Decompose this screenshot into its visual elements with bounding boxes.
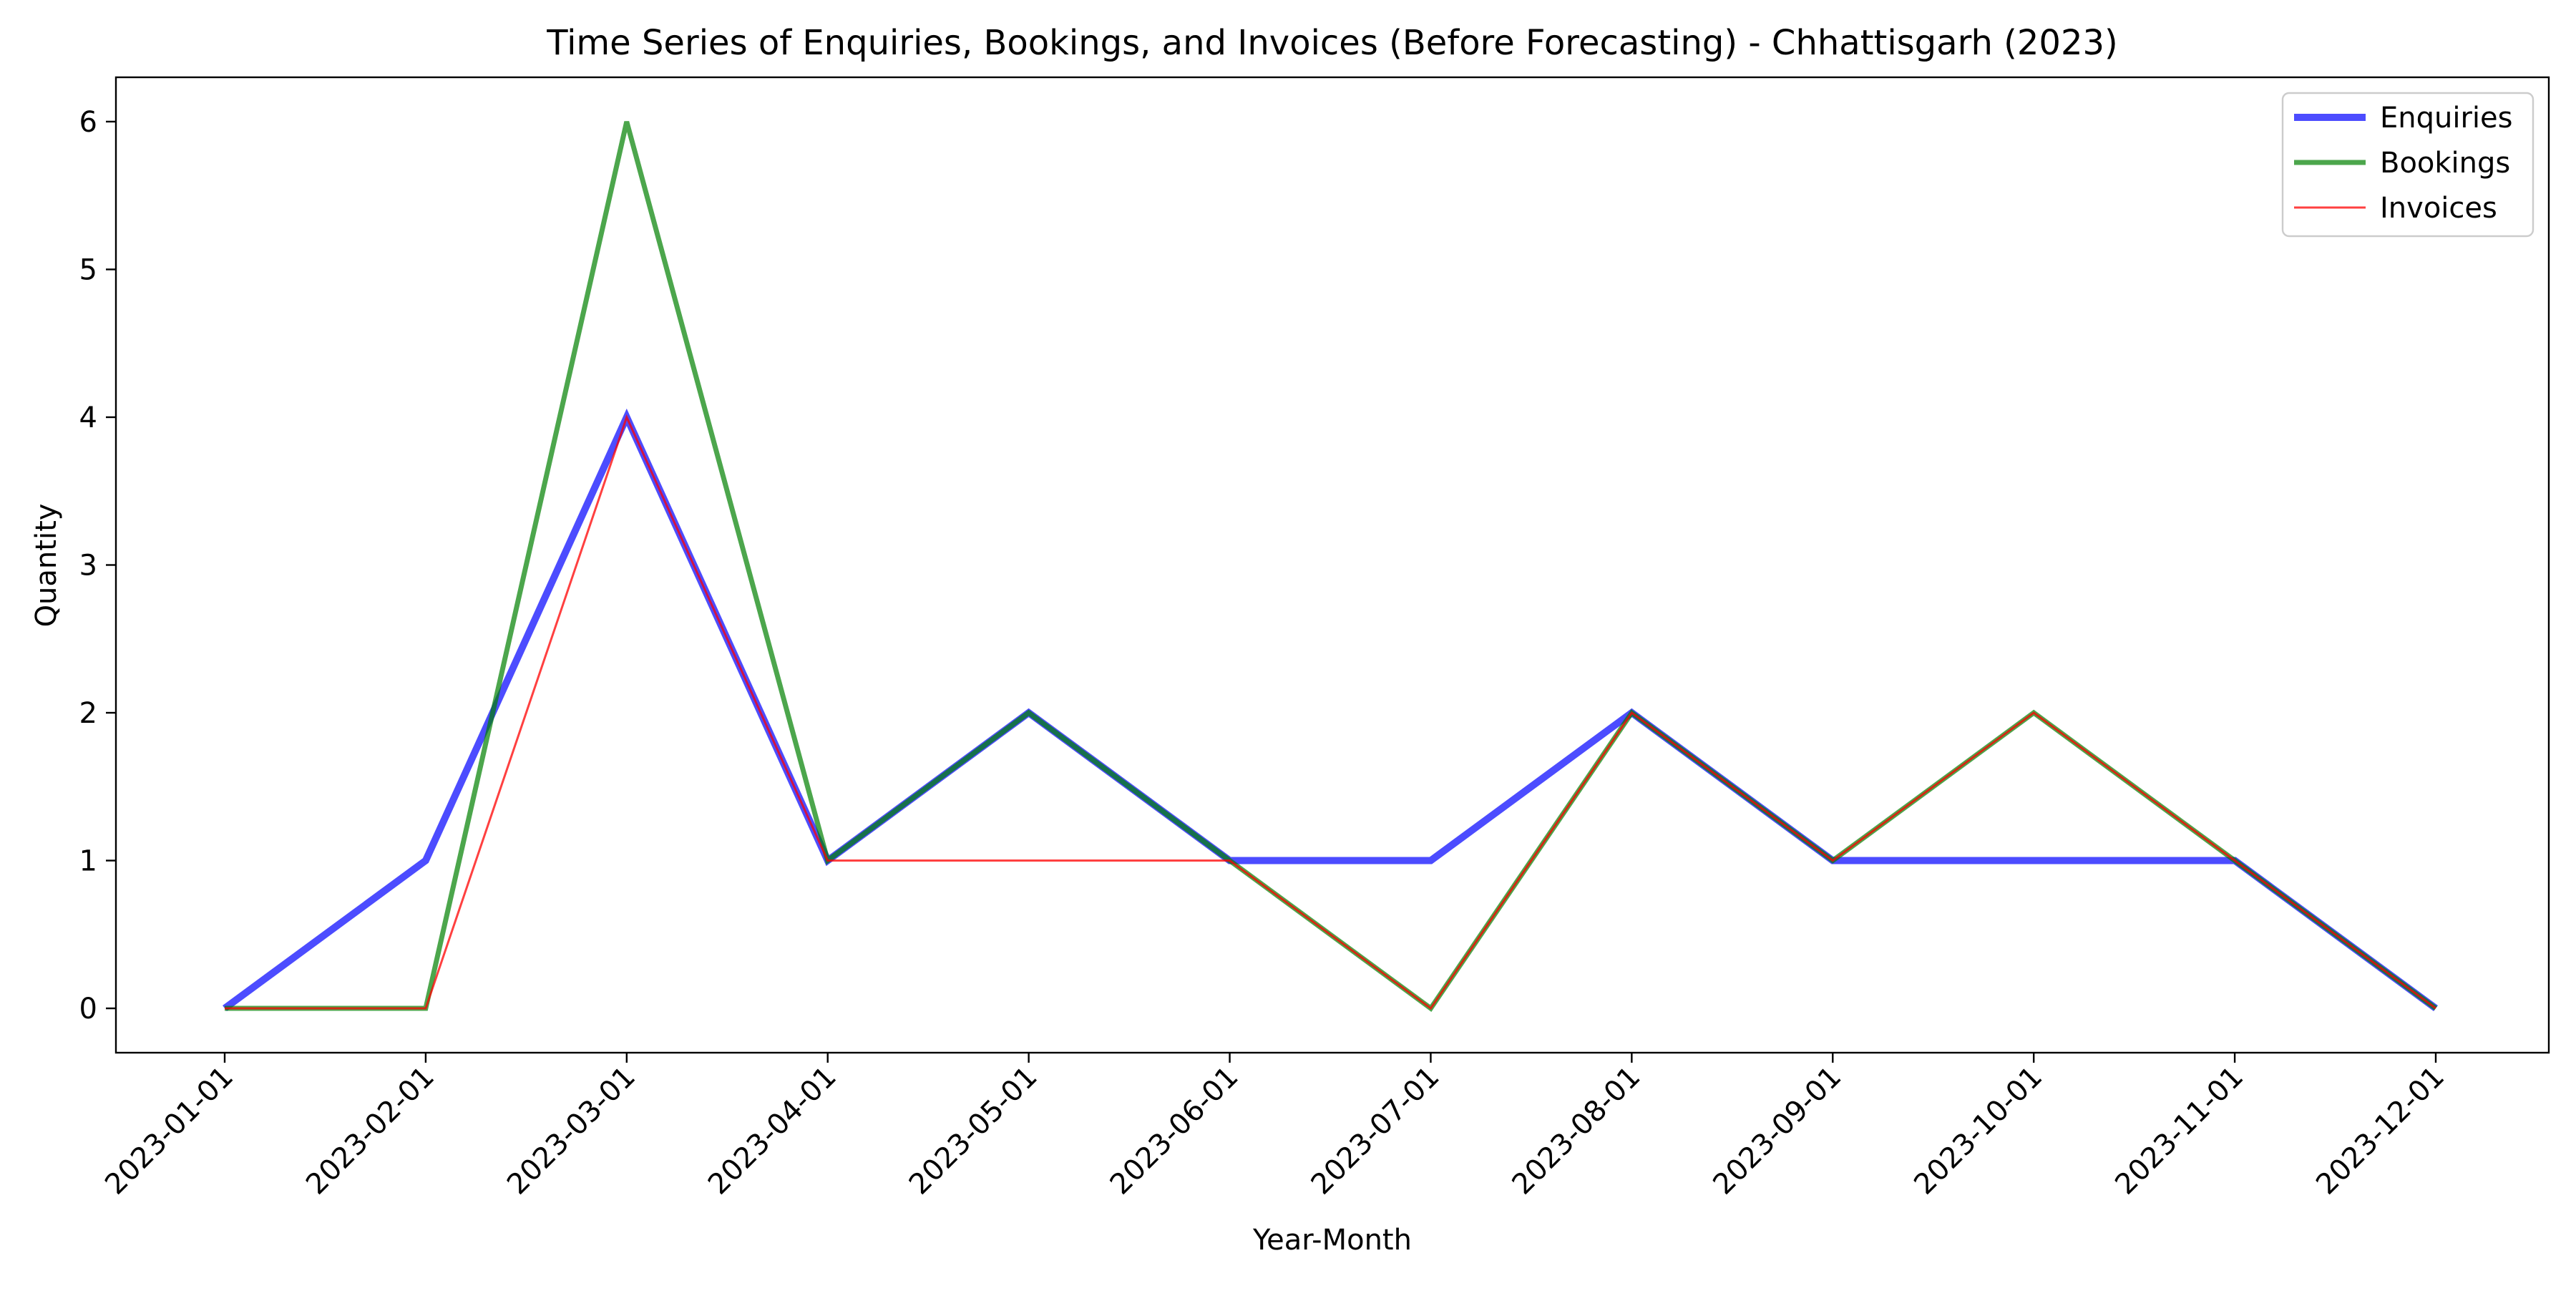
legend-label-bookings: Bookings (2380, 147, 2510, 180)
legend-box (2281, 92, 2534, 238)
y-tick-label: 4 (79, 401, 97, 434)
y-tick-label: 5 (79, 253, 97, 286)
y-axis-label: Quantity (30, 504, 63, 628)
series-line-invoices (225, 414, 2436, 1010)
y-axis: 0 1 2 3 4 5 6 (79, 106, 116, 1026)
legend: Enquiries Bookings Invoices (2281, 92, 2534, 238)
chart-title: Time Series of Enquiries, Bookings, and … (546, 23, 2118, 63)
y-tick-label: 0 (79, 993, 97, 1026)
y-tick-label: 1 (79, 845, 97, 878)
series-line-enquiries (223, 408, 2438, 1012)
legend-items: Enquiries Bookings Invoices (2294, 102, 2513, 225)
y-tick-label: 6 (79, 106, 97, 139)
series-layer (223, 121, 2438, 1012)
y-tick-label: 2 (79, 697, 97, 730)
legend-label-enquiries: Enquiries (2380, 102, 2513, 135)
y-tick-label: 3 (79, 550, 97, 583)
legend-label-invoices: Invoices (2380, 192, 2497, 225)
x-axis-label: Year-Month (1252, 1224, 1412, 1257)
